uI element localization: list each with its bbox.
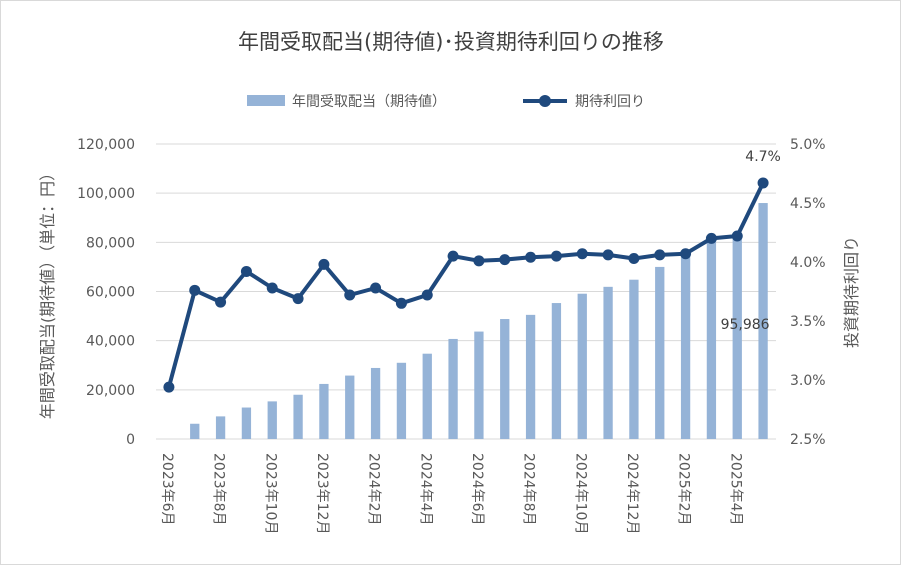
bar-series — [190, 203, 768, 439]
x-tick-label: 2025年2月 — [676, 453, 692, 526]
line-point — [705, 232, 717, 244]
line-point — [344, 289, 356, 301]
x-tick-label: 2023年12月 — [314, 453, 330, 534]
line-series — [163, 177, 769, 393]
last-point-data-label: 4.7% — [745, 149, 781, 165]
y2-axis-ticks: 2.5% 3.0% 3.5% 4.0% 4.5% 5.0% — [790, 137, 826, 448]
bar — [190, 423, 200, 439]
y-tick-label: 0 — [126, 432, 135, 448]
x-tick-label: 2023年6月 — [159, 453, 175, 526]
bar — [448, 338, 458, 439]
y2-tick-label: 3.5% — [790, 314, 826, 330]
chart-title: 年間受取配当(期待値)･投資期待利回りの推移 — [238, 30, 664, 54]
x-tick-label: 2023年8月 — [211, 453, 227, 526]
bar — [577, 293, 587, 439]
line-point — [550, 250, 562, 262]
line-point — [395, 297, 407, 309]
line-point — [654, 249, 666, 261]
legend-bar-swatch — [247, 95, 285, 106]
bar — [319, 383, 329, 439]
bar — [525, 314, 536, 439]
y2-axis-title: 投資期待利回り — [842, 236, 861, 348]
y2-tick-label: 4.0% — [790, 255, 826, 271]
line-point — [602, 249, 614, 261]
x-axis-ticks: 2023年6月 2023年8月 2023年10月 2023年12月 2024年2月 202… — [159, 453, 743, 534]
line-point — [421, 289, 433, 301]
line-point — [447, 250, 459, 262]
bar — [758, 203, 768, 439]
y-tick-label: 100,000 — [77, 186, 135, 202]
line-point — [163, 381, 175, 393]
line-point — [628, 252, 640, 264]
bar — [474, 331, 484, 439]
bar — [655, 266, 665, 439]
y-axis-ticks: 0 20,000 40,000 60,000 80,000 100,000 120,000 — [77, 137, 135, 448]
line-point — [189, 284, 201, 296]
line-point — [731, 230, 743, 242]
bar — [215, 416, 226, 439]
bar — [603, 286, 613, 439]
y2-tick-label: 2.5% — [790, 432, 826, 448]
last-bar-data-label: 95,986 — [721, 317, 770, 333]
bar — [267, 401, 277, 439]
line-point — [266, 282, 278, 294]
legend: 年間受取配当（期待値） 期待利回り — [247, 94, 645, 110]
line-point — [292, 293, 304, 305]
x-tick-label: 2024年12月 — [624, 453, 640, 534]
line-point — [240, 265, 252, 277]
x-tick-label: 2025年4月 — [727, 453, 743, 526]
x-tick-label: 2024年4月 — [417, 453, 433, 526]
y-tick-label: 20,000 — [86, 383, 135, 399]
bar — [241, 407, 252, 439]
y2-tick-label: 4.5% — [790, 196, 826, 212]
y-tick-label: 40,000 — [86, 334, 135, 350]
x-tick-label: 2024年6月 — [469, 453, 485, 526]
y-axis-title: 年間受取配当(期待値）（単位：円） — [38, 165, 57, 419]
line-point — [757, 177, 769, 189]
x-tick-label: 2024年2月 — [366, 453, 382, 526]
bar — [370, 367, 381, 439]
gridlines — [156, 143, 776, 440]
line-point — [499, 254, 511, 266]
legend-line-label: 期待利回り — [575, 94, 645, 110]
bar — [629, 279, 639, 439]
bar — [293, 394, 303, 439]
x-tick-label: 2024年10月 — [572, 453, 588, 534]
bar — [551, 303, 562, 439]
bar — [345, 375, 355, 439]
line-path — [166, 182, 765, 388]
bar — [680, 252, 691, 439]
line-point — [473, 255, 485, 267]
legend-bar-label: 年間受取配当（期待値） — [292, 94, 446, 110]
legend-line-marker — [539, 95, 551, 107]
line-point — [318, 258, 330, 270]
x-tick-label: 2023年10月 — [262, 453, 278, 534]
y2-tick-label: 3.0% — [790, 373, 826, 389]
bar — [422, 353, 432, 439]
line-point — [576, 248, 588, 260]
line-point — [215, 296, 227, 308]
bar — [706, 241, 717, 439]
y-tick-label: 60,000 — [86, 285, 135, 301]
bar — [732, 234, 742, 439]
line-point — [680, 248, 692, 260]
y-tick-label: 80,000 — [86, 235, 135, 251]
bar — [500, 319, 510, 439]
line-point — [370, 282, 382, 294]
x-tick-label: 2024年8月 — [521, 453, 537, 526]
y-tick-label: 120,000 — [77, 137, 135, 153]
bar — [396, 362, 407, 439]
y2-tick-label: 5.0% — [790, 137, 826, 153]
line-point — [525, 251, 537, 263]
